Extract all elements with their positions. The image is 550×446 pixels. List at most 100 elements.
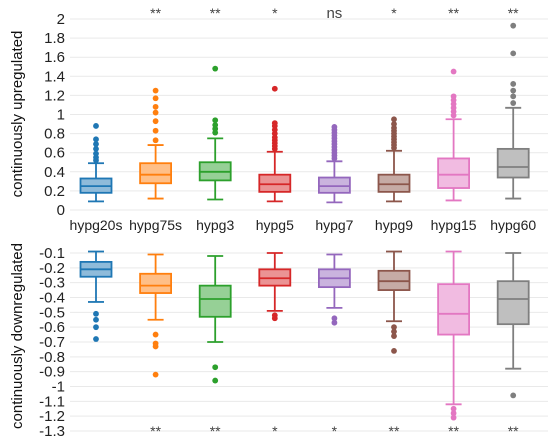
y-tick-label: 1.4 [44,68,65,85]
outlier-point [93,136,99,143]
significance-label: ** [389,423,400,439]
outlier-point [391,348,397,354]
outlier-point [450,68,457,75]
box-hypg3 [198,255,232,384]
outlier-point [93,324,99,331]
iqr-box [139,272,173,294]
outlier-point [152,137,159,144]
outlier-point [450,93,457,100]
box-hypg15 [437,68,471,202]
y-tick-label: -0.1 [39,245,65,262]
upregulated-y-axis-label: continuously upregulated [9,31,26,198]
iqr-box [437,283,471,336]
x-category-label: hypg9 [375,217,413,233]
y-tick-label: 1.6 [44,49,65,66]
y-tick-label: -0.7 [39,334,65,351]
outlier-point [212,122,219,128]
iqr-box [198,284,232,318]
outlier-point [152,343,159,350]
outlier-point [152,331,159,338]
outlier-point [152,87,159,94]
outlier-point [152,371,159,378]
outlier-point [152,109,159,116]
iqr-box [496,147,530,179]
box-hypg3 [198,65,232,201]
outlier-point [510,392,517,399]
x-category-label: hypg20s [70,217,123,233]
iqr-box [258,173,292,193]
box-hypg75s [139,253,173,378]
outlier-point [331,315,338,322]
x-category-label: hypg75s [129,217,182,233]
significance-labels: ** ** * ns * ** ** [150,5,519,22]
outlier-point [510,87,517,94]
outlier-point [93,336,99,342]
box-hypg5 [258,252,292,322]
significance-label: ** [150,423,161,439]
box-hypg9 [377,116,411,203]
outlier-point [93,123,99,129]
y-tick-label: -1.3 [39,423,65,440]
outlier-point [152,95,159,102]
x-category-label: hypg60 [490,217,536,233]
outlier-point [510,50,517,57]
x-category-label: hypg3 [196,217,234,233]
outlier-point [391,121,397,127]
significance-label: ** [210,5,221,21]
iqr-box [496,280,530,326]
y-tick-label: 0.8 [44,126,65,143]
x-category-label: hypg15 [431,217,477,233]
box-hypg9 [377,250,411,354]
y-tick-label: -0.9 [39,364,65,381]
boxes [79,22,530,204]
significance-label: * [272,5,278,21]
y-tick-label: 2 [57,11,65,28]
outlier-point [391,324,397,331]
significance-label: ** [448,423,459,439]
significance-label: ** [448,5,459,21]
outlier-point [212,117,219,124]
y-tick-label: 1.2 [44,87,65,104]
iqr-box [139,162,173,185]
box-hypg5 [258,85,292,203]
downregulated-panel: continuously downregulated -0.1-0.2-0.3-… [9,243,548,440]
box-hypg7 [317,124,351,204]
significance-label: ** [210,423,221,439]
outlier-point [391,116,397,123]
outlier-point [331,319,338,326]
significance-label: * [332,423,338,439]
y-tick-label: -0.2 [39,260,65,277]
x-category-labels: hypg20s hypg75s hypg3 hypg5 hypg7 hypg9 hypg15… [70,217,537,233]
box-hypg20s [79,250,113,342]
outlier-point [271,120,278,126]
upregulated-panel: continuously upregulated 0 0.2 0.4 0.6 0.8 1 1… [9,5,548,233]
outlier-point [331,124,338,130]
box-hypg75s [139,87,173,200]
x-category-label: hypg5 [256,217,294,233]
outlier-point [510,93,517,100]
outlier-point [212,377,219,384]
outlier-point [212,364,219,371]
y-tick-label: -0.5 [39,304,65,321]
outlier-point [391,333,397,339]
outlier-point [450,414,457,421]
significance-label: ** [150,5,161,21]
outlier-point [93,310,99,317]
significance-label: ** [508,423,519,439]
outlier-point [450,410,457,417]
y-tick-labels: 0 0.2 0.4 0.6 0.8 1 1.2 1.4 1.6 1.8 2 [44,11,65,219]
y-tick-label: -0.4 [39,290,65,307]
y-tick-labels: -0.1-0.2-0.3-0.4-0.5-0.6-0.7-0.8-0.9-1-1… [39,245,65,440]
iqr-box [377,173,411,193]
significance-label: ns [326,5,342,22]
significance-label: ** [508,5,519,21]
outlier-point [93,150,99,157]
outlier-point [271,315,278,322]
y-tick-label: 0 [57,202,65,219]
significance-label: * [391,5,397,21]
box-hypg15 [437,250,471,421]
outlier-point [93,141,99,148]
outlier-point [450,405,457,412]
box-hypg7 [317,253,351,326]
